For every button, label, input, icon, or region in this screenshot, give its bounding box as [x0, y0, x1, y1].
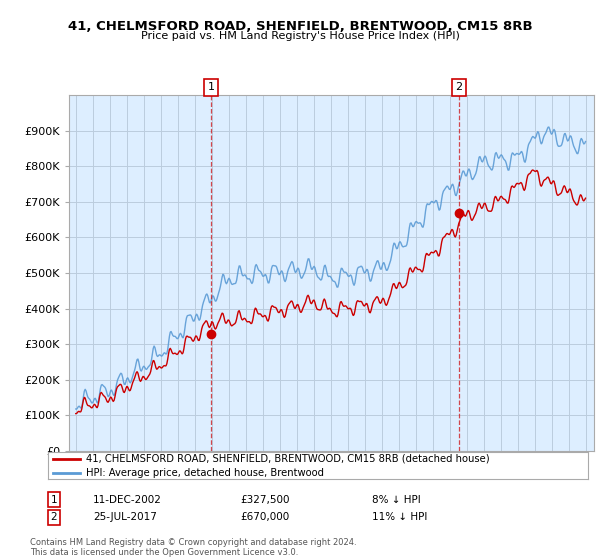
Text: 8% ↓ HPI: 8% ↓ HPI [372, 494, 421, 505]
Text: 2: 2 [50, 512, 58, 522]
Text: 11% ↓ HPI: 11% ↓ HPI [372, 512, 427, 522]
Text: 11-DEC-2002: 11-DEC-2002 [93, 494, 162, 505]
Text: 41, CHELMSFORD ROAD, SHENFIELD, BRENTWOOD, CM15 8RB: 41, CHELMSFORD ROAD, SHENFIELD, BRENTWOO… [68, 20, 532, 32]
Text: 1: 1 [50, 494, 58, 505]
Text: Price paid vs. HM Land Registry's House Price Index (HPI): Price paid vs. HM Land Registry's House … [140, 31, 460, 41]
Text: 1: 1 [208, 82, 214, 92]
Text: £670,000: £670,000 [240, 512, 289, 522]
Text: Contains HM Land Registry data © Crown copyright and database right 2024.
This d: Contains HM Land Registry data © Crown c… [30, 538, 356, 557]
Text: 25-JUL-2017: 25-JUL-2017 [93, 512, 157, 522]
Text: 2: 2 [455, 82, 463, 92]
Text: 41, CHELMSFORD ROAD, SHENFIELD, BRENTWOOD, CM15 8RB (detached house): 41, CHELMSFORD ROAD, SHENFIELD, BRENTWOO… [86, 454, 490, 464]
Text: HPI: Average price, detached house, Brentwood: HPI: Average price, detached house, Bren… [86, 468, 324, 478]
Text: £327,500: £327,500 [240, 494, 290, 505]
